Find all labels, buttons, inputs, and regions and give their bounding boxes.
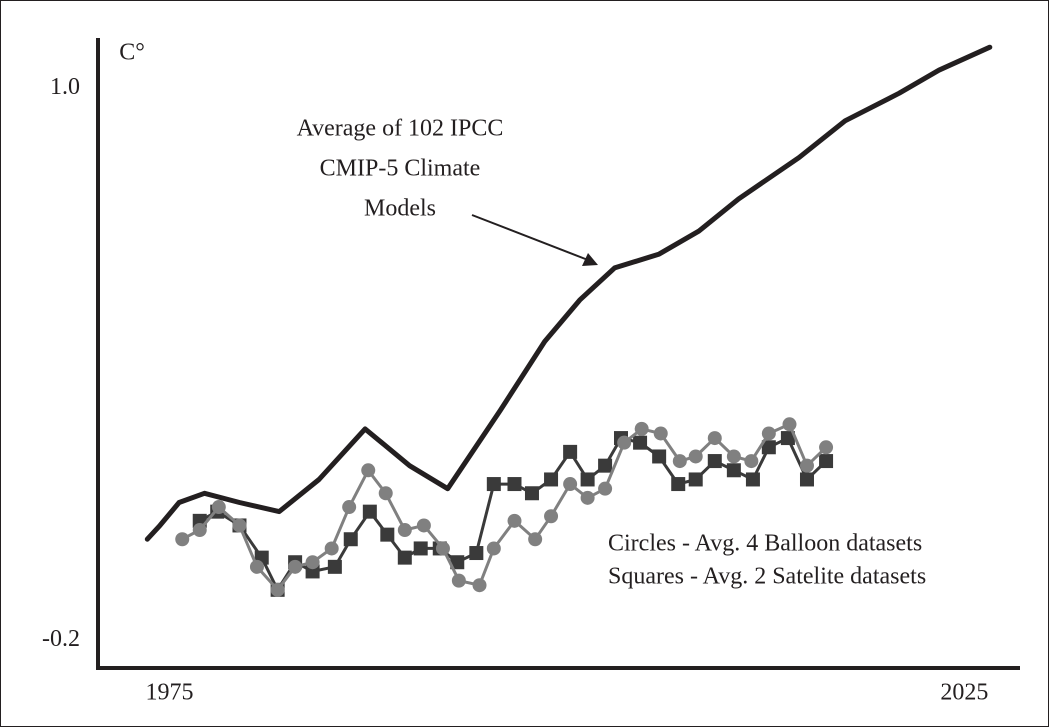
square-marker bbox=[507, 477, 522, 492]
circle-marker bbox=[653, 426, 668, 441]
annotation: CMIP-5 Climate bbox=[320, 156, 481, 182]
circle-marker bbox=[435, 541, 450, 556]
annotation: Squares - Avg. 2 Satelite datasets bbox=[608, 564, 926, 590]
circle-marker bbox=[249, 559, 264, 574]
square-marker bbox=[780, 431, 795, 446]
circle-marker bbox=[288, 559, 303, 574]
square-marker bbox=[598, 458, 613, 473]
model-line bbox=[144, 44, 993, 542]
circle-marker bbox=[707, 431, 722, 446]
circle-marker bbox=[175, 532, 190, 547]
square-marker bbox=[413, 541, 428, 556]
square-marker bbox=[633, 435, 648, 450]
circle-marker bbox=[507, 513, 522, 528]
square-marker bbox=[343, 532, 358, 547]
circle-marker bbox=[324, 541, 339, 556]
y-tick-label: -0.2 bbox=[42, 626, 80, 652]
square-marker bbox=[524, 486, 539, 501]
circle-marker bbox=[726, 449, 741, 464]
square-marker bbox=[450, 555, 465, 570]
square-marker bbox=[580, 472, 595, 487]
circle-marker bbox=[819, 440, 834, 455]
circle-marker bbox=[598, 481, 613, 496]
circle-marker bbox=[416, 518, 431, 533]
circle-marker bbox=[451, 573, 466, 588]
annotation: Average of 102 IPCC bbox=[297, 116, 504, 142]
circle-marker bbox=[761, 426, 776, 441]
circle-marker bbox=[782, 417, 797, 432]
circle-marker bbox=[270, 582, 285, 597]
square-marker bbox=[397, 550, 412, 565]
circle-marker bbox=[634, 421, 649, 436]
y-tick-label: 1.0 bbox=[50, 74, 80, 100]
circle-marker bbox=[580, 490, 595, 505]
circle-marker bbox=[688, 449, 703, 464]
square-marker bbox=[688, 472, 703, 487]
circle-marker bbox=[486, 541, 501, 556]
arrow-head bbox=[582, 253, 598, 266]
square-marker bbox=[563, 444, 578, 459]
square-marker bbox=[380, 527, 395, 542]
arrow-shaft bbox=[471, 214, 589, 261]
circle-marker bbox=[397, 523, 412, 538]
circle-marker bbox=[563, 477, 578, 492]
circle-marker bbox=[211, 500, 226, 515]
square-marker bbox=[327, 559, 342, 574]
square-marker bbox=[652, 449, 667, 464]
circle-marker bbox=[361, 463, 376, 478]
circle-marker bbox=[192, 523, 207, 538]
circle-marker bbox=[528, 532, 543, 547]
annotation: Circles - Avg. 4 Balloon datasets bbox=[608, 531, 922, 557]
square-marker bbox=[671, 477, 686, 492]
square-marker bbox=[486, 477, 501, 492]
square-marker bbox=[726, 463, 741, 478]
circle-marker bbox=[744, 454, 759, 469]
square-marker bbox=[469, 546, 484, 561]
x-tick-label: 1975 bbox=[146, 680, 194, 706]
circle-marker bbox=[305, 555, 320, 570]
circle-marker bbox=[472, 578, 487, 593]
square-marker bbox=[761, 440, 776, 455]
square-marker bbox=[745, 472, 760, 487]
annotation: Models bbox=[364, 196, 436, 222]
circle-marker bbox=[672, 454, 687, 469]
circle-marker bbox=[617, 435, 632, 450]
square-marker bbox=[819, 454, 834, 469]
circle-marker bbox=[232, 518, 247, 533]
x-tick-label: 2025 bbox=[940, 680, 988, 706]
square-marker bbox=[707, 454, 722, 469]
square-marker bbox=[362, 504, 377, 519]
y-axis-label: C° bbox=[119, 40, 145, 66]
square-marker bbox=[799, 472, 814, 487]
circle-marker bbox=[378, 486, 393, 501]
circle-marker bbox=[799, 458, 814, 473]
square-marker bbox=[544, 472, 559, 487]
circle-marker bbox=[544, 509, 559, 524]
circle-marker bbox=[342, 500, 357, 515]
